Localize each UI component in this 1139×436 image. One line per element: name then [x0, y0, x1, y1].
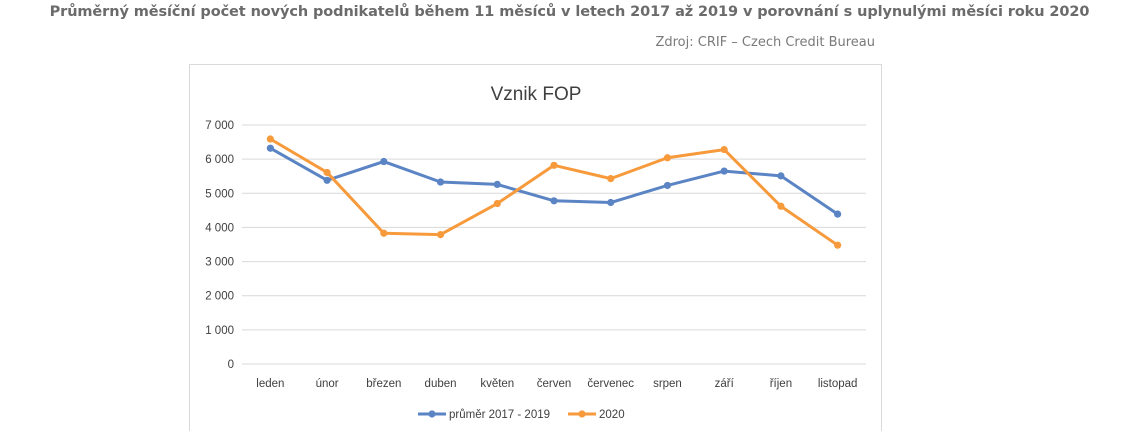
- x-tick-label: září: [715, 378, 735, 390]
- data-point: [663, 154, 672, 162]
- y-tick-label: 2 000: [205, 291, 234, 303]
- data-point: [266, 135, 274, 143]
- y-tick-label: 3 000: [205, 257, 234, 269]
- series-layer: [266, 135, 842, 249]
- x-tick-label: únor: [316, 378, 339, 390]
- x-tick-label: červen: [537, 378, 572, 390]
- y-tick-label: 0: [228, 359, 234, 371]
- data-point: [323, 168, 331, 177]
- x-tick-label: říjen: [770, 378, 792, 390]
- x-tick-label: leden: [256, 378, 284, 390]
- y-tick-label: 5 000: [205, 188, 234, 200]
- x-tick-label: březen: [366, 378, 401, 390]
- y-tick-label: 4 000: [205, 222, 234, 234]
- data-point: [834, 210, 842, 218]
- series-2: [266, 135, 842, 249]
- x-axis-ticks: leden únor březen duben květen červen červenec…: [256, 378, 857, 390]
- legend-swatch-marker: [428, 410, 436, 418]
- data-point: [720, 167, 728, 175]
- series-1: [266, 144, 842, 218]
- data-point: [380, 229, 388, 237]
- legend-item-2: 2020: [568, 409, 625, 421]
- source-note: Zdroj: CRIF – Czech Credit Bureau: [655, 35, 875, 50]
- data-point: [323, 176, 331, 184]
- data-point: [607, 175, 615, 183]
- x-tick-label: srpen: [653, 378, 682, 390]
- chart-frame: Vznik FOP 0 1 000 2 000 3 000 4 000 5 000 6 00…: [189, 64, 882, 431]
- y-tick-label: 6 000: [205, 154, 234, 166]
- page-heading: Průměrný měsíční počet nových podnikatel…: [49, 4, 1090, 20]
- chart-title: Vznik FOP: [491, 84, 582, 105]
- data-point: [777, 172, 785, 180]
- data-point: [493, 199, 501, 208]
- x-tick-label: duben: [425, 378, 457, 390]
- series-line: [268, 137, 840, 247]
- data-point: [380, 157, 388, 166]
- data-point: [777, 202, 785, 210]
- x-tick-label: červenec: [587, 378, 634, 390]
- line-chart: Vznik FOP 0 1 000 2 000 3 000 4 000 5 000 6 00…: [205, 84, 866, 421]
- data-point: [663, 181, 672, 190]
- data-point: [550, 161, 558, 169]
- legend: průměr 2017 - 2019 2020: [418, 409, 625, 421]
- legend-swatch-marker: [578, 410, 586, 418]
- x-tick-label: listopad: [818, 378, 858, 390]
- y-tick-label: 7 000: [205, 120, 234, 132]
- grid-lines: [242, 124, 866, 365]
- legend-label: 2020: [599, 409, 625, 421]
- data-point: [436, 178, 445, 186]
- data-point: [550, 197, 558, 205]
- data-point: [266, 144, 274, 152]
- legend-item-1: průměr 2017 - 2019: [418, 409, 550, 421]
- x-tick-label: květen: [480, 378, 514, 390]
- y-axis-ticks: 0 1 000 2 000 3 000 4 000 5 000 6 000 7 000: [205, 120, 234, 371]
- data-point: [834, 241, 842, 249]
- y-tick-label: 1 000: [205, 325, 234, 337]
- legend-label: průměr 2017 - 2019: [449, 409, 550, 421]
- data-point: [720, 145, 728, 154]
- data-point: [493, 180, 501, 189]
- data-point: [436, 230, 445, 239]
- data-point: [607, 198, 615, 207]
